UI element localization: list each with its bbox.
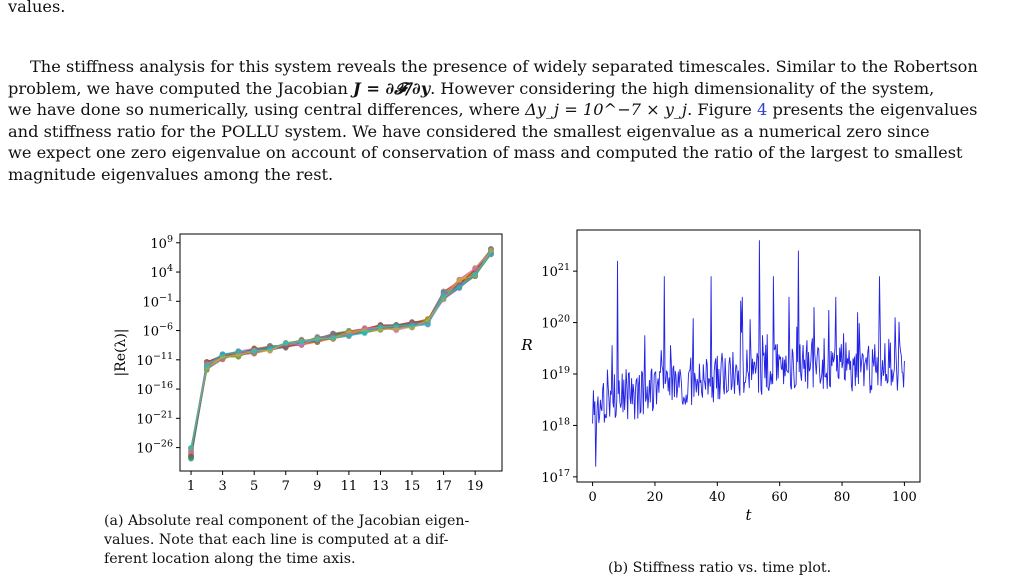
eigenvalue-point [361, 329, 368, 336]
y-tick-label: 10−6 [142, 322, 173, 340]
eigenvalue-series-group [188, 245, 494, 462]
x-tick-label: 40 [709, 490, 726, 505]
x-tick-label: 60 [771, 490, 788, 505]
y-tick-label: 104 [150, 263, 173, 281]
eigenvalue-point [346, 328, 352, 334]
caption-b: (b) Stiffness ratio vs. time plot. [608, 560, 832, 576]
para-line-1: The stiffness analysis for this system r… [30, 57, 978, 76]
y-tick-label: 10−1 [142, 292, 173, 310]
x-tick-label: 7 [282, 479, 290, 494]
eigenvalue-point [472, 265, 478, 272]
y-tick-label: 10−21 [136, 409, 173, 427]
eigenvalue-series-line [190, 250, 492, 448]
y-tick-label: 1020 [541, 314, 570, 332]
eigenvalue-point [409, 322, 415, 329]
y-axis-label: |Re(λ)| [113, 328, 129, 376]
para-line-6: magnitude eigenvalues among the rest. [8, 164, 334, 184]
y-tick-label: 10−26 [136, 439, 173, 457]
y-tick-label: 1017 [541, 468, 570, 486]
eigenvalue-point [219, 351, 226, 358]
eigenvalue-point [235, 352, 242, 359]
x-tick-label: 11 [341, 479, 358, 494]
x-tick-label: 5 [250, 479, 258, 494]
eigenvalue-point [298, 339, 305, 345]
text-line-values: values. [8, 0, 66, 16]
y-tick-label: 10−16 [136, 380, 173, 398]
caption-a-line-1: (a) Absolute real component of the Jacob… [104, 513, 470, 529]
x-tick-label: 1 [187, 479, 195, 494]
eigenvalue-point [235, 348, 242, 355]
eigenvalue-point [188, 444, 194, 451]
para-line-3: we have done so numerically, using centr… [8, 100, 978, 119]
eigenvalue-point [251, 348, 257, 355]
y-tick-label: 10−11 [136, 351, 173, 369]
eigenvalue-point [393, 322, 400, 329]
eigenvalue-series-line [190, 249, 492, 449]
x-tick-label: 0 [588, 490, 596, 505]
y-tick-label: 1018 [541, 416, 570, 434]
eigenvalue-point [440, 293, 447, 300]
caption-a-line-3: ferent location along the time axis. [104, 551, 356, 567]
eigenvalue-series-line [190, 249, 492, 449]
para-line-4: and stiffness ratio for the POLLU system… [8, 121, 930, 141]
eigenvalue-point [282, 340, 289, 346]
stiffness-paragraph: The stiffness analysis for this system r… [8, 56, 1012, 185]
x-tick-label: 100 [892, 490, 917, 505]
eigenvalue-point [472, 271, 478, 277]
caption-a-line-2: values. Note that each line is computed … [104, 532, 449, 548]
para-line-5: we expect one zero eigenvalue on account… [8, 143, 963, 162]
y-tick-label: 1021 [541, 262, 570, 280]
jacobian-equation: J = ∂𝓕/∂y [353, 78, 431, 98]
eigenvalue-point [456, 284, 463, 290]
stiffness-ratio-line [592, 240, 905, 467]
x-tick-label: 19 [467, 479, 484, 494]
stiffness-ratio-chart: 0 20 40 60 80 100 1017 1018 1019 1020 1021 Rt [520, 229, 921, 522]
eigenvalue-point [204, 362, 210, 368]
x-tick-label: 13 [372, 479, 389, 494]
eigenvalue-point [314, 337, 321, 343]
x-tick-label: 20 [647, 490, 664, 505]
y-axis-label: R [520, 336, 532, 354]
x-tick-label: 17 [435, 479, 452, 494]
x-tick-label: 9 [313, 479, 321, 494]
eigenvalue-point [346, 333, 352, 339]
figure-ref-link[interactable]: 4 [757, 100, 768, 119]
x-axis-label: t [745, 506, 752, 522]
caption-a: (a) Absolute real component of the Jacob… [104, 512, 494, 569]
plot-frame [576, 229, 921, 483]
eigenvalue-point [267, 345, 273, 352]
eigenvalue-point [488, 251, 494, 257]
plot-frame [179, 233, 503, 472]
y-tick-label: 1019 [541, 365, 570, 383]
eigenvalue-point [188, 453, 194, 459]
eigenvalue-point [377, 323, 384, 330]
x-tick-label: 3 [218, 479, 226, 494]
eigenvalue-chart: 1 3 5 7 9 11 13 15 17 1910910410−110−610−1110−161… [113, 233, 503, 494]
eigenvalue-point [456, 277, 463, 284]
eigenvalue-point [330, 335, 336, 341]
y-tick-label: 109 [150, 234, 173, 252]
para-line-2: problem, we have computed the Jacobian J… [8, 78, 935, 98]
x-tick-label: 15 [404, 479, 421, 494]
delta-equation: Δy_j = 10^−7 × y_j [525, 100, 688, 119]
eigenvalue-point [425, 321, 431, 328]
x-tick-label: 80 [834, 490, 851, 505]
